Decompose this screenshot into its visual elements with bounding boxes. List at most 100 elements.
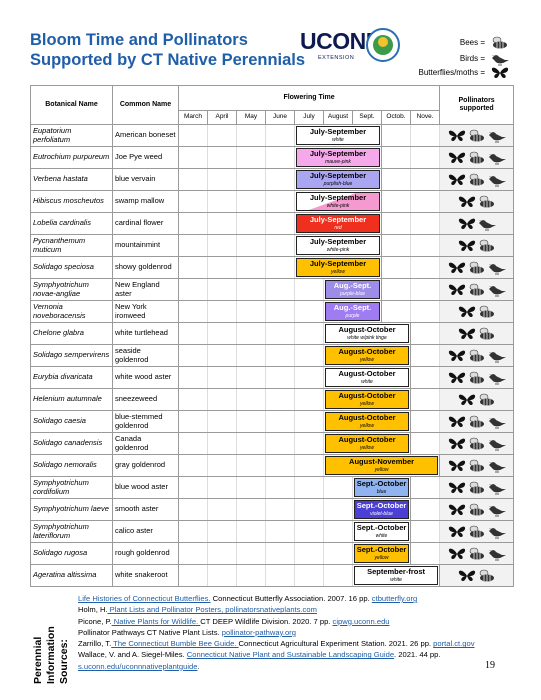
bloom-period: September-frost (367, 567, 426, 576)
month-row: March April May June July August Sept. Octob. No… (31, 110, 514, 125)
month-cell (265, 146, 295, 169)
month-cell (207, 498, 237, 521)
month-cell (381, 190, 411, 213)
pollinator-icon (467, 261, 487, 275)
month-cell (207, 190, 237, 213)
header-row: Botanical Name Common Name Flowering Time P… (30, 85, 515, 125)
pollinators (439, 234, 515, 257)
month-cell (236, 542, 266, 565)
source-text: Zarrillo, T. (78, 639, 112, 649)
common-name: New England aster (112, 278, 179, 301)
bloom-color: yellow (360, 445, 374, 451)
month-cell (409, 256, 441, 279)
bloom-bar: August-October yellow (325, 390, 409, 409)
month-cell (207, 476, 237, 499)
month-cell (409, 388, 441, 411)
plant-row: Solidago speciosa showy goldenrod July-Sep… (30, 256, 515, 279)
pollinators (439, 300, 515, 323)
bloom-bar: September-frost white (354, 566, 439, 585)
pollinator-icon (477, 217, 497, 231)
pollinators (439, 344, 515, 367)
pollinator-icon (447, 371, 467, 385)
pollinators (439, 388, 515, 411)
month-cell (265, 256, 295, 279)
bloom-color: white-pink (326, 247, 350, 253)
source-line: Zarrillo, T. The Connecticut Bumble Bee … (78, 638, 475, 649)
month-cell (236, 366, 266, 389)
month-cell (236, 388, 266, 411)
month-cell (409, 322, 441, 345)
pollinators (439, 212, 515, 235)
common-name: calico aster (112, 520, 179, 543)
month-cell (323, 542, 353, 565)
common-name: swamp mallow (112, 190, 179, 213)
month-cell (294, 410, 324, 433)
month-cell (178, 344, 208, 367)
bloom-cell: Sept.-October violet-blue (352, 498, 411, 521)
month-cell (381, 234, 411, 257)
month-cell (409, 432, 441, 455)
pollinator-icon (467, 151, 487, 165)
source-line: Holm, H. Plant Lists and Pollinator Post… (78, 604, 475, 615)
month-cell (207, 278, 237, 301)
pollinators (439, 520, 515, 543)
pollinator-icon (467, 525, 487, 539)
bloom-period: July-September (309, 149, 367, 158)
bloom-cell: Sept.-October blue (352, 476, 411, 499)
month-cell (207, 388, 237, 411)
month-cell (178, 256, 208, 279)
bloom-bar: Sept.-October white (354, 522, 409, 541)
botanical-name: Symphyotrichum cordifolium (30, 476, 113, 499)
pollinator-icon (487, 503, 507, 517)
plant-row: Solidago nemoralis gray goldenrod August-N… (30, 454, 515, 477)
source-text: Holm, H. (78, 605, 108, 615)
month-cell (207, 322, 237, 345)
bloom-bar: August-October white (325, 368, 409, 387)
month-cell (207, 520, 237, 543)
month-cell (236, 454, 266, 477)
month-cell (409, 190, 441, 213)
common-name: white turtlehead (112, 322, 179, 345)
legend-label: Butterflies/moths = (418, 68, 485, 77)
month-cell (178, 124, 208, 147)
month-header: July (294, 110, 324, 125)
month-cell (265, 212, 295, 235)
common-name: mountainmint (112, 234, 179, 257)
botanical-name: Solidago rugosa (30, 542, 113, 565)
botanical-name: Eupatorium perfoliatum (30, 124, 113, 147)
column-header: Flowering Time (177, 85, 441, 111)
plant-row: Vernonia noveboracensis New York ironweed… (30, 300, 515, 323)
botanical-name: Solidago nemoralis (30, 454, 113, 477)
month-cell (236, 234, 266, 257)
bloom-bar: July-September white-pink (296, 236, 380, 255)
pollinator-icon (457, 239, 477, 253)
month-cell (178, 410, 208, 433)
bloom-table: Botanical Name Common Name Flowering Time P… (30, 85, 515, 587)
source-link: Plant Lists and Pollinator Posters, poll… (107, 605, 317, 615)
plant-row: Symphyotrichum novae-angliae New England … (30, 278, 515, 301)
common-name: American boneset (112, 124, 179, 147)
month-cell (294, 520, 324, 543)
pollinators (439, 124, 515, 147)
pollinators (439, 454, 515, 477)
seal (366, 28, 400, 62)
month-cell (236, 278, 266, 301)
month-cell (409, 300, 441, 323)
month-cell (178, 520, 208, 543)
pollinator-icon (447, 283, 467, 297)
month-cell (409, 124, 441, 147)
month-cell (178, 212, 208, 235)
plant-row: Symphyotrichum lateriflorum calico aster S… (30, 520, 515, 543)
month-header: April (207, 110, 237, 125)
month-cell (236, 322, 266, 345)
source-text: CT DEEP Wildlife Division. 2020. 7 pp. (200, 616, 333, 626)
month-cell (265, 520, 295, 543)
source-link: Connecticut Native Plant and Sustainable… (186, 650, 395, 660)
pollinators (439, 322, 515, 345)
pollinator-icon (487, 481, 507, 495)
month-cell (236, 498, 266, 521)
month-cell (265, 278, 295, 301)
month-cell (409, 542, 441, 565)
plant-row: Solidago rugosa rough goldenrod Sept.-Octo… (30, 542, 515, 565)
botanical-name: Verbena hastata (30, 168, 113, 191)
